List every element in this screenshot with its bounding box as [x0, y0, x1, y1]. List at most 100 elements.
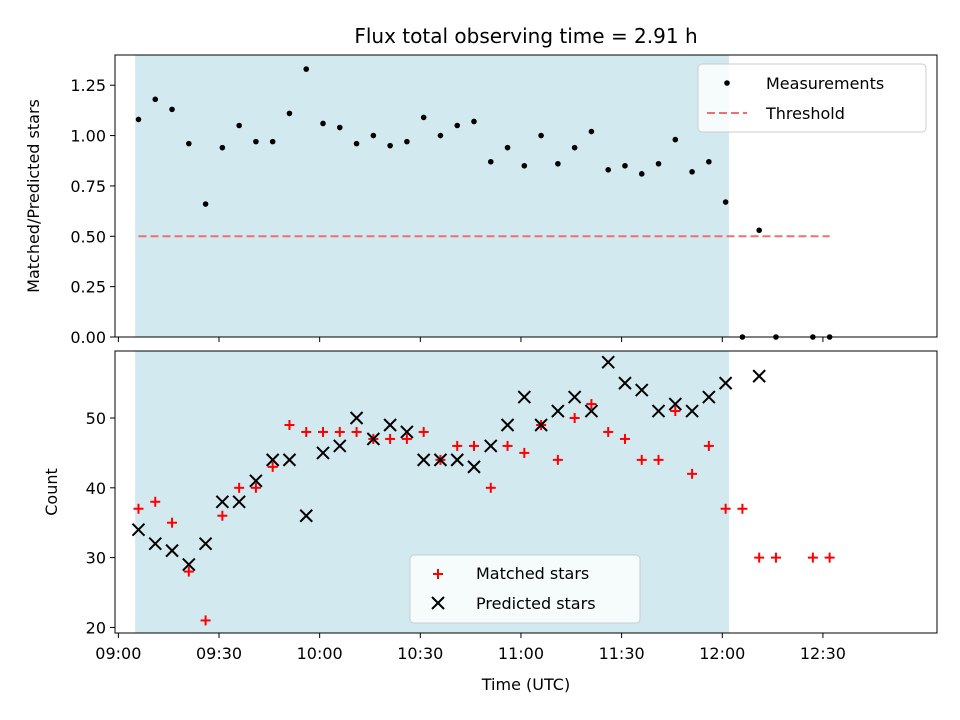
predicted-star-point — [584, 404, 599, 418]
predicted-star-point — [198, 536, 213, 551]
matched-star-point — [636, 454, 647, 465]
measurement-point — [521, 162, 528, 169]
counts-plot-frame — [114, 350, 938, 634]
x-tick-label: 11:00 — [498, 644, 544, 663]
ratio-y-ticks: 0.00 0.25 0.50 0.75 1.00 1.25 — [70, 76, 115, 347]
measurement-point — [135, 116, 142, 123]
predicted-star-point — [366, 432, 381, 446]
ratio-x-ticks — [117, 337, 824, 342]
legend-matched-label: Matched stars — [476, 564, 589, 583]
matched-star-point — [200, 615, 211, 626]
matched-star-point — [754, 552, 765, 563]
counts-legend: Matched stars Predicted stars — [409, 554, 641, 624]
measurement-point — [303, 66, 310, 72]
ratio-legend: Measurements Threshold — [697, 63, 927, 133]
y-tick-label: 0.75 — [70, 177, 106, 196]
predicted-star-point — [551, 404, 565, 418]
matched-star-point — [552, 454, 563, 465]
predicted-star-point — [249, 474, 263, 488]
predicted-star-point — [635, 383, 649, 397]
predicted-star-point — [450, 453, 464, 467]
measurement-point — [638, 171, 645, 177]
y-tick-label: 0.00 — [70, 328, 106, 347]
measurement-point — [219, 144, 226, 151]
measurement-points — [135, 66, 833, 340]
legend-predicted-label: Predicted stars — [476, 594, 596, 613]
measurement-point — [454, 122, 461, 129]
measurement-point — [555, 160, 561, 167]
matched-star-point — [133, 503, 144, 514]
counts-x-ticks: 09:00 09:30 10:00 10:30 11:00 11:30 12:00 12:30 — [95, 633, 846, 663]
matched-star-point — [401, 433, 412, 444]
matched-star-point — [167, 517, 178, 528]
matched-star-point — [824, 552, 835, 563]
predicted-star-point — [484, 439, 498, 453]
x-tick-label: 10:30 — [397, 644, 443, 663]
matched-star-point — [418, 426, 429, 437]
matched-star-point — [703, 440, 714, 451]
predicted-star-point — [232, 495, 246, 509]
x-tick-label: 11:30 — [599, 644, 645, 663]
counts-panel: 20 30 40 50 09:00 09:30 10:00 10:30 11:00 11:30 1… — [42, 350, 938, 694]
measurement-point — [286, 110, 293, 117]
predicted-star-point — [148, 536, 162, 551]
matched-star-point — [250, 482, 261, 493]
predicted-star-point — [500, 418, 515, 432]
measurement-point — [169, 106, 175, 113]
predicted-star-point — [534, 418, 548, 432]
matched-star-point — [301, 426, 312, 437]
measurement-point — [420, 114, 427, 121]
measurement-point — [655, 160, 662, 167]
predicted-star-point — [702, 390, 716, 404]
predicted-star-point — [668, 397, 683, 411]
measurement-point — [622, 162, 628, 169]
predicted-star-point — [651, 404, 666, 418]
matched-star-point — [770, 552, 781, 563]
predicted-star-point — [316, 446, 330, 460]
ratio-y-axis-label: Matched/Predicted stars — [24, 99, 43, 293]
matched-star-point — [267, 461, 278, 472]
measurement-point — [236, 122, 242, 129]
predicted-star-point — [718, 376, 733, 390]
matched-star-point — [485, 482, 496, 493]
measurement-point — [437, 132, 444, 139]
measurement-point — [504, 144, 511, 151]
legend-measurements-label: Measurements — [766, 74, 884, 93]
measurement-point — [487, 158, 494, 165]
predicted-star-point — [131, 522, 146, 537]
matched-star-point — [737, 503, 748, 514]
matched-star-point — [653, 454, 664, 465]
predicted-star-point — [400, 425, 414, 439]
x-tick-label: 09:00 — [95, 644, 141, 663]
y-tick-label: 0.50 — [70, 227, 106, 246]
predicted-star-point — [433, 453, 448, 467]
predicted-star-point — [567, 390, 582, 404]
x-tick-label: 12:00 — [699, 644, 745, 663]
x-tick-label: 12:30 — [800, 644, 846, 663]
measurement-point — [353, 140, 360, 147]
predicted-star-point — [182, 557, 196, 572]
x-axis-label: Time (UTC) — [481, 675, 570, 694]
matched-star-point — [519, 447, 530, 458]
matched-star-point — [284, 419, 295, 430]
predicted-star-point — [265, 453, 280, 467]
matched-star-point — [183, 566, 194, 577]
measurement-point — [387, 142, 393, 149]
legend-matched-marker — [433, 569, 443, 579]
legend-threshold-label: Threshold — [765, 104, 845, 123]
matched-star-point — [807, 552, 818, 563]
predicted-star-point — [685, 404, 699, 418]
matched-star-point — [670, 406, 681, 417]
matched-star-point — [452, 440, 463, 451]
measurement-point — [571, 144, 578, 151]
matched-star-point — [351, 426, 362, 437]
y-tick-label: 20 — [86, 618, 106, 637]
measurement-point — [706, 158, 712, 165]
x-tick-label: 10:00 — [297, 644, 343, 663]
ratio-panel: 0.00 0.25 0.50 0.75 1.00 1.25 Flux total obse… — [24, 24, 938, 347]
observing-window-shade — [135, 55, 729, 337]
measurement-point — [471, 118, 477, 125]
predicted-star-point — [618, 376, 632, 390]
measurement-point — [756, 227, 762, 234]
matched-star-point — [150, 496, 161, 507]
